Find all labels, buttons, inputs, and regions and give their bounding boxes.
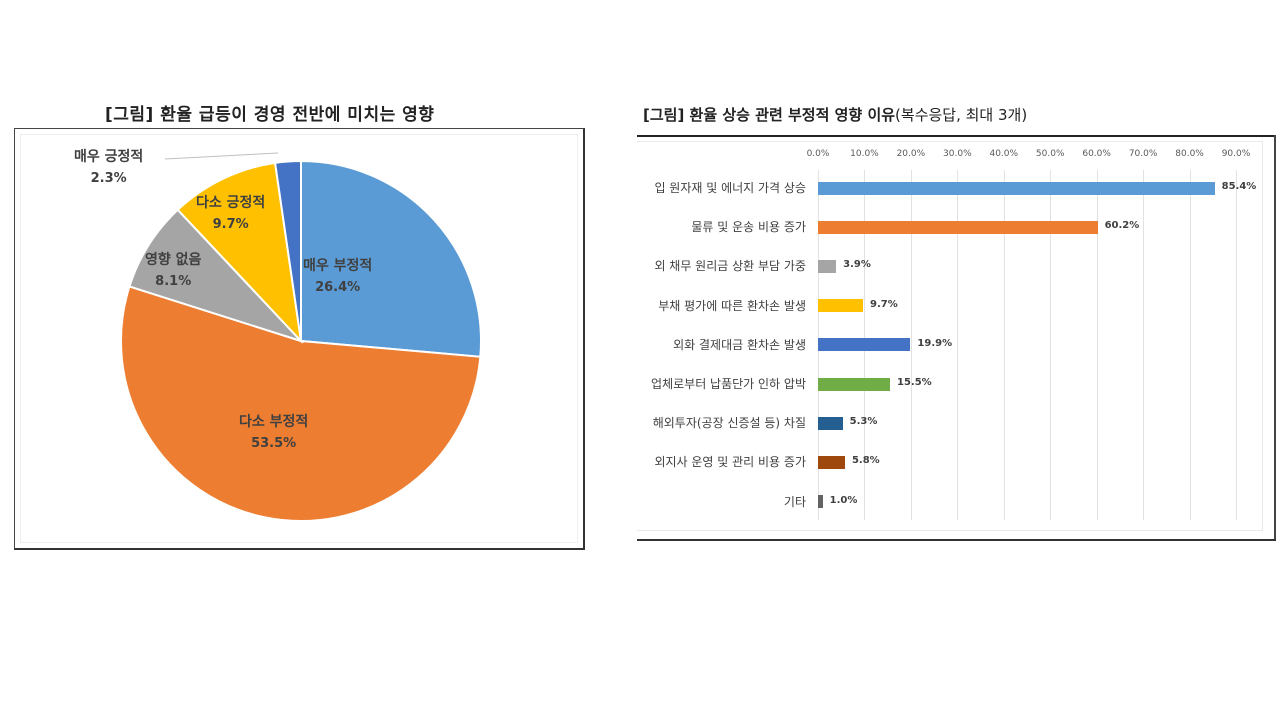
pie-slice (300, 159, 482, 358)
gridline (1189, 170, 1191, 520)
pie-chart (120, 152, 482, 522)
pie-slice (273, 159, 302, 342)
bar-category-label: 외 채무 원리금 상환 부담 가중 (654, 259, 806, 274)
x-axis-tick: 60.0% (1082, 149, 1111, 159)
gridline (1050, 170, 1052, 520)
bar-chart-top-border (637, 135, 1275, 137)
gridline (1236, 170, 1237, 520)
bar (818, 338, 911, 352)
bar-value-label: 1.0% (829, 494, 858, 506)
bar-category-label: 부채 평가에 따른 환차손 발생 (658, 298, 806, 313)
right-chart-title: [그림] 환율 상승 관련 부정적 영향 이유(복수응답, 최대 3개) (643, 104, 1027, 125)
bar (818, 455, 845, 469)
bar (818, 495, 823, 509)
bar-category-label: 물류 및 운송 비용 증가 (691, 220, 806, 235)
bar (818, 220, 1098, 234)
bar-value-label: 85.4% (1221, 181, 1257, 192)
bar-value-label: 3.9% (843, 259, 871, 271)
pie-slice (120, 285, 482, 522)
bar-value-label: 9.7% (870, 298, 898, 310)
bar (818, 299, 864, 313)
bar-value-label: 60.2% (1104, 220, 1140, 232)
bar (818, 377, 890, 391)
crop-mask (585, 130, 637, 550)
slice-label-somewhat-negative: 다소 부정적 53.5% (239, 414, 309, 451)
bar-category-label: 입 원자재 및 에너지 가격 상승 (654, 181, 806, 195)
pie-chart-plot-area (20, 134, 578, 543)
x-axis-tick: 70.0% (1128, 149, 1158, 159)
x-axis-tick: 40.0% (989, 149, 1019, 159)
bar-category-label: 기타 (783, 494, 806, 509)
x-axis-tick: 50.0% (1035, 149, 1065, 159)
gridline (1143, 170, 1145, 520)
pie-slice (128, 208, 305, 344)
bar-chart-plot-border (637, 141, 1263, 142)
gridline (1003, 170, 1005, 520)
bar (818, 416, 843, 430)
right-chart-title-note: (복수응답, 최대 3개) (895, 106, 1028, 124)
bar-category-label: 외화 결제대금 환차손 발생 (673, 337, 806, 352)
x-axis-tick: 10.0% (850, 149, 879, 159)
bar-chart-right-border (1274, 135, 1276, 541)
pie-slice (176, 161, 303, 345)
slice-label-no-impact: 영향 없음 8.1% (145, 252, 202, 289)
pie-chart-frame: 매우 부정적 26.4% 다소 부정적 53.5% 영향 없음 8.1% 다소 긍정적… (14, 128, 585, 550)
gridline (1096, 170, 1098, 520)
bar-category-label: 외지사 운영 및 관리 비용 증가 (654, 455, 806, 470)
bar-value-label: 5.3% (849, 416, 878, 428)
bar-category-label: 업체로부터 납품단가 인하 압박 (651, 377, 806, 391)
gridline (910, 170, 912, 520)
bar (818, 181, 1215, 195)
slice-label-somewhat-positive: 다소 긍정적 9.7% (196, 195, 266, 232)
left-chart-title: [그림] 환율 급등이 경영 전반에 미치는 영향 (105, 105, 435, 125)
x-axis-tick: 0.0% (806, 149, 830, 159)
gridline (957, 170, 959, 520)
bar-chart-plot-border (637, 530, 1263, 531)
x-axis-tick: 80.0% (1175, 149, 1204, 159)
bar (818, 259, 837, 273)
x-axis-tick: 30.0% (943, 149, 972, 159)
x-axis-tick: 20.0% (896, 149, 926, 159)
slice-label-very-positive: 매우 긍정적 2.3% (74, 149, 144, 186)
slice-label-very-negative: 매우 부정적 26.4% (303, 258, 373, 295)
bar-chart-plot-border (1262, 141, 1263, 530)
bar-value-label: 19.9% (917, 337, 953, 349)
bar-chart-bottom-border (637, 539, 1276, 541)
bar-value-label: 15.5% (896, 377, 932, 388)
bar-value-label: 5.8% (851, 455, 880, 467)
right-chart-title-main: [그림] 환율 상승 관련 부정적 영향 이유 (643, 106, 896, 124)
x-axis-tick: 90.0% (1221, 149, 1251, 159)
bar-category-label: 해외투자(공장 신증설 등) 차질 (652, 416, 806, 431)
leader-line (164, 152, 279, 160)
